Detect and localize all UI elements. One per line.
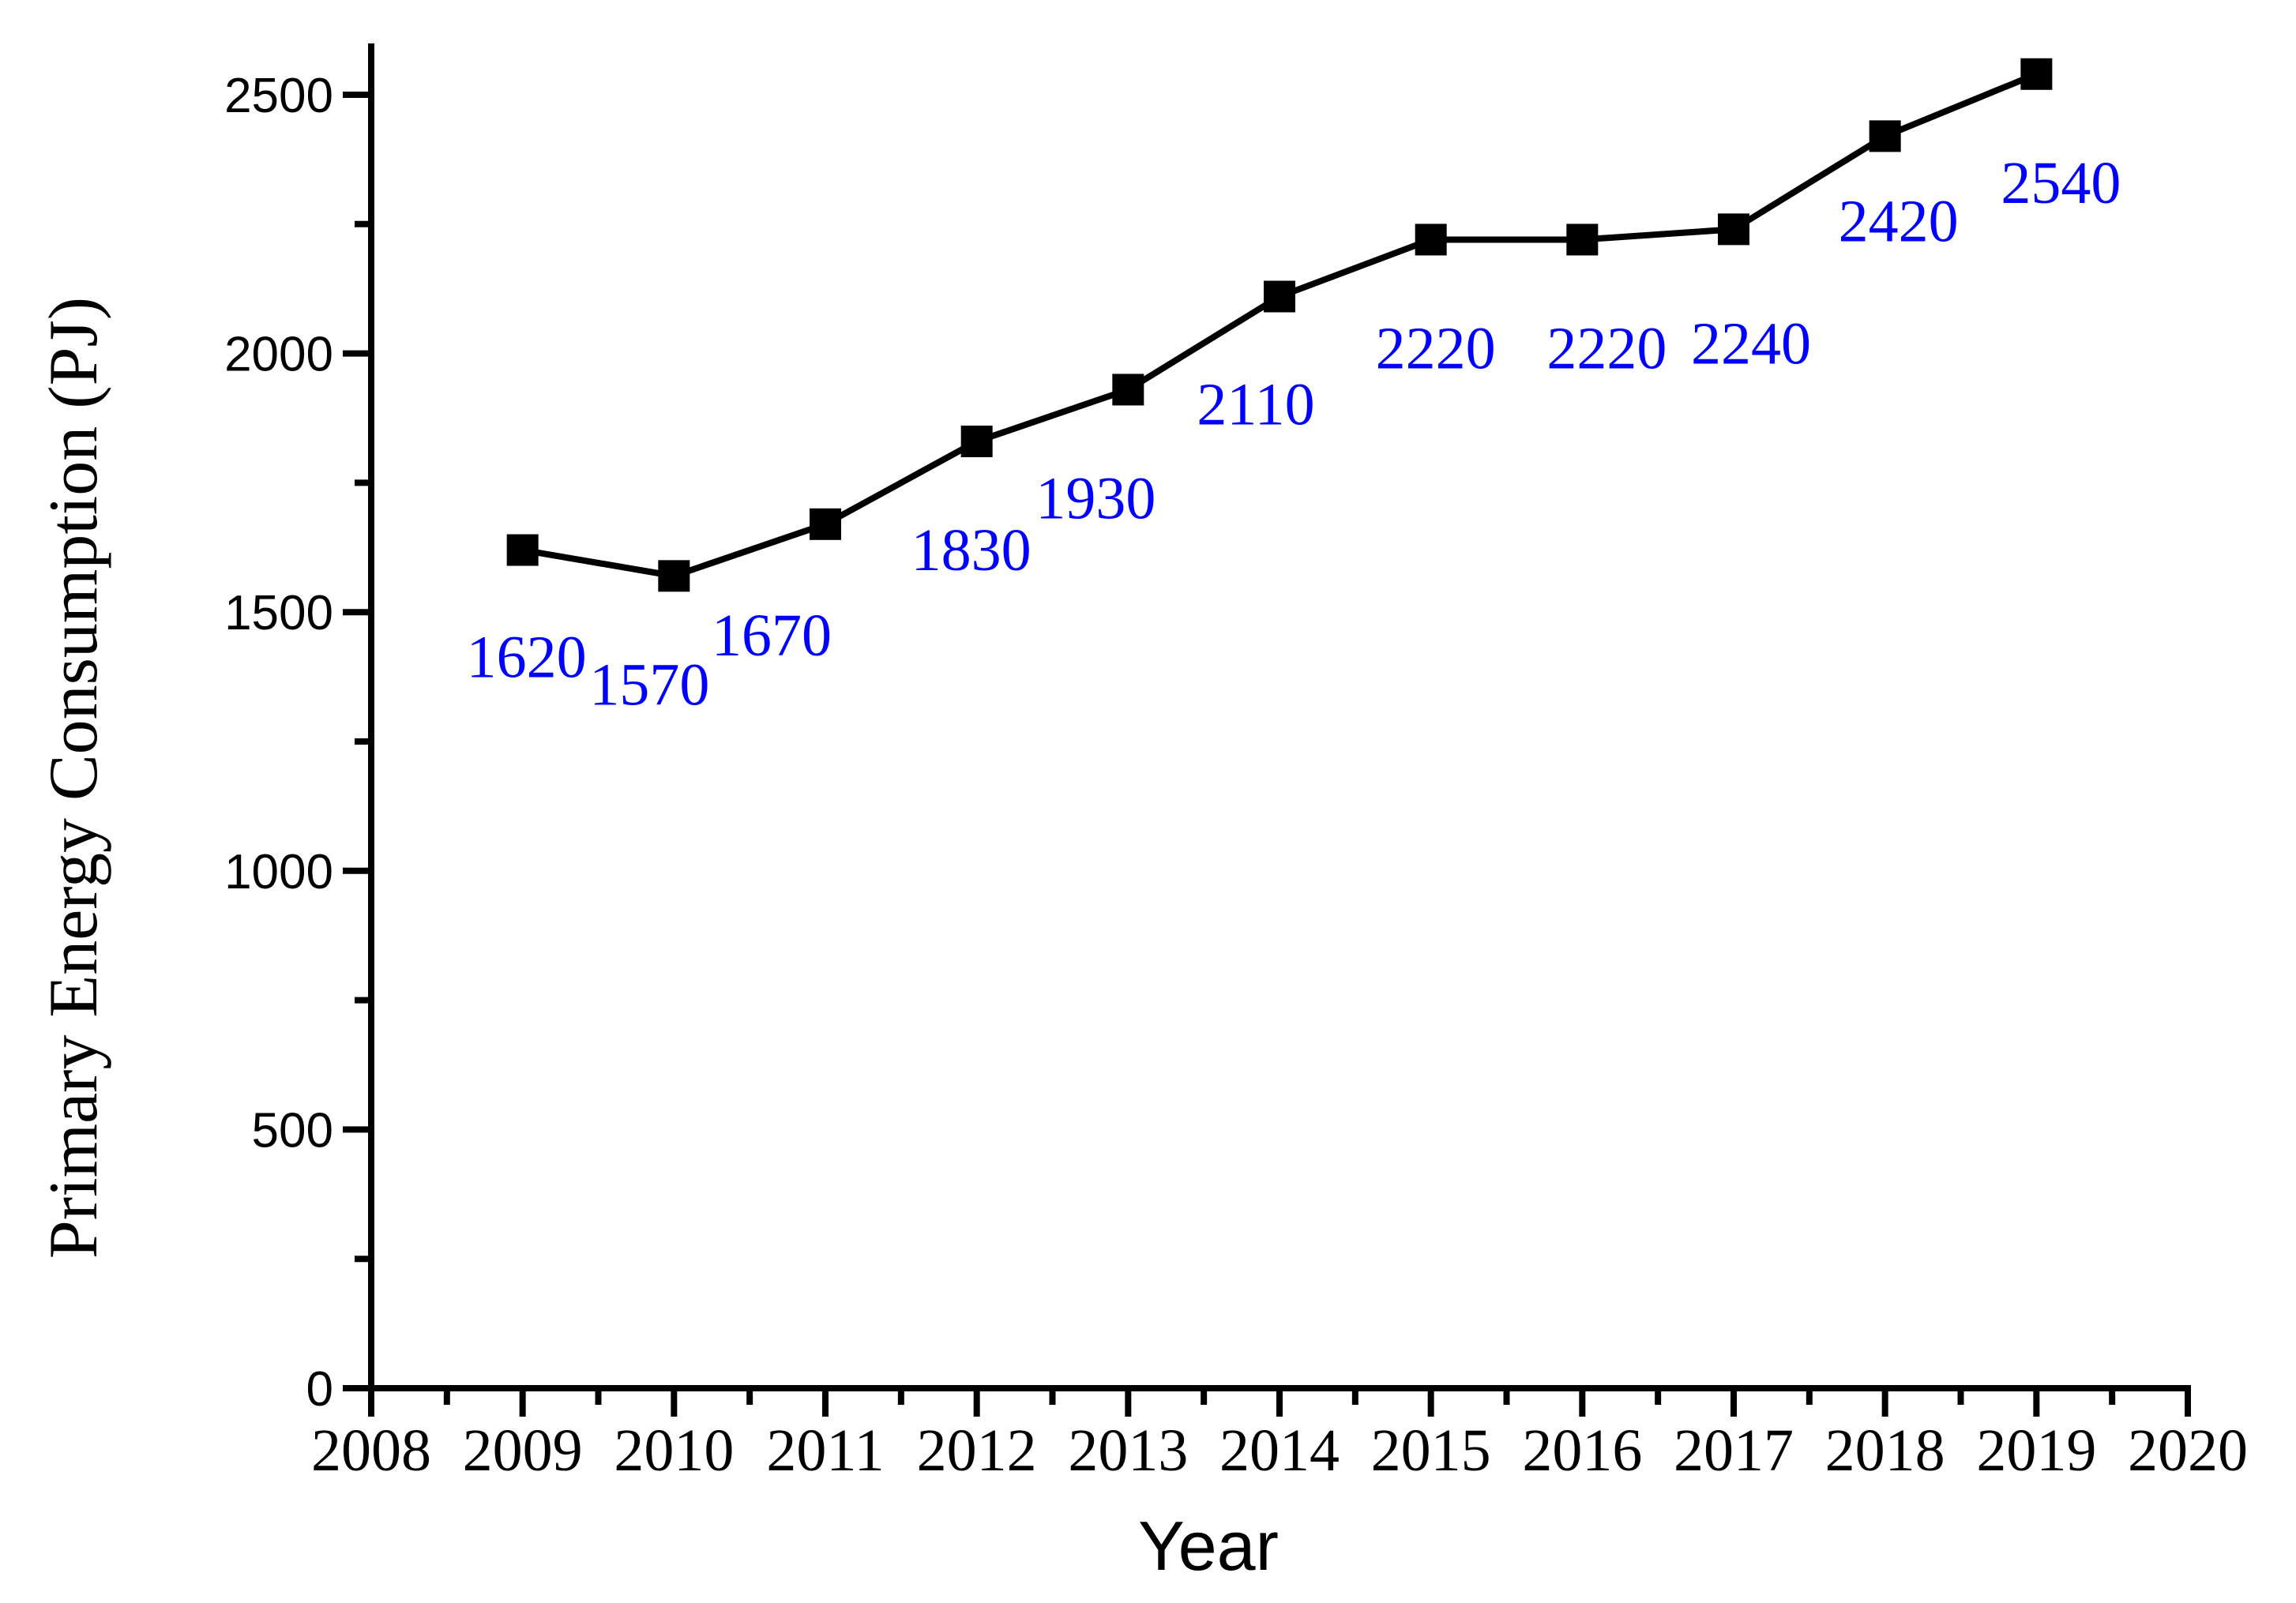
x-tick-label: 2019 bbox=[1976, 1417, 2096, 1484]
y-tick-label: 2500 bbox=[224, 69, 333, 123]
series-marker bbox=[1566, 223, 1599, 256]
series-marker bbox=[960, 425, 993, 457]
data-point-label: 1930 bbox=[1035, 465, 1156, 531]
axis-spines bbox=[368, 43, 2191, 1391]
y-axis-title: Primary Energy Consumption (PJ) bbox=[36, 297, 112, 1259]
data-point-label: 2110 bbox=[1197, 372, 1314, 438]
data-point-label: 1570 bbox=[589, 651, 709, 718]
series-marker bbox=[658, 560, 690, 592]
x-tick-label: 2013 bbox=[1068, 1417, 1188, 1484]
data-point-label: 2420 bbox=[1839, 188, 1959, 254]
y-tick-label: 1500 bbox=[224, 586, 333, 640]
data-point-label: 2220 bbox=[1546, 315, 1667, 381]
series-marker bbox=[1264, 280, 1295, 313]
y-tick-label: 0 bbox=[306, 1362, 333, 1417]
data-series bbox=[506, 58, 2053, 592]
data-point-label: 2240 bbox=[1691, 310, 1811, 377]
x-tick-label: 2008 bbox=[311, 1417, 431, 1484]
series-marker bbox=[1718, 213, 1749, 246]
series-marker bbox=[2020, 58, 2053, 90]
tick-labels: 0 500 1000 1500 2000 2500 2008 2009 2010 2011 2012… bbox=[224, 69, 2248, 1484]
series-marker bbox=[1869, 120, 1901, 152]
data-point-label: 1830 bbox=[911, 517, 1032, 584]
data-point-label: 1670 bbox=[712, 603, 832, 669]
x-tick-label: 2009 bbox=[463, 1417, 583, 1484]
data-point-label: 2540 bbox=[2001, 150, 2121, 216]
x-tick-label: 2015 bbox=[1371, 1417, 1491, 1484]
data-point-label: 2220 bbox=[1376, 315, 1496, 381]
x-axis-title: Year bbox=[1138, 1507, 1279, 1585]
y-tick-label: 500 bbox=[252, 1103, 333, 1158]
x-tick-label: 2016 bbox=[1522, 1417, 1642, 1484]
series-marker bbox=[810, 508, 841, 540]
x-tick-label: 2010 bbox=[614, 1417, 734, 1484]
x-tick-label: 2020 bbox=[2128, 1417, 2248, 1484]
x-tick-label: 2014 bbox=[1219, 1417, 1340, 1484]
x-tick-label: 2017 bbox=[1674, 1417, 1794, 1484]
series-marker bbox=[1112, 374, 1144, 406]
y-tick-label: 2000 bbox=[224, 328, 333, 382]
series-marker bbox=[1415, 223, 1447, 256]
data-point-label: 1620 bbox=[467, 625, 587, 691]
x-tick-label: 2018 bbox=[1825, 1417, 1945, 1484]
x-tick-label: 2011 bbox=[766, 1417, 884, 1484]
series-marker bbox=[506, 534, 539, 566]
axis-ticks bbox=[343, 92, 2191, 1417]
y-tick-label: 1000 bbox=[224, 845, 333, 899]
x-tick-label: 2012 bbox=[917, 1417, 1037, 1484]
